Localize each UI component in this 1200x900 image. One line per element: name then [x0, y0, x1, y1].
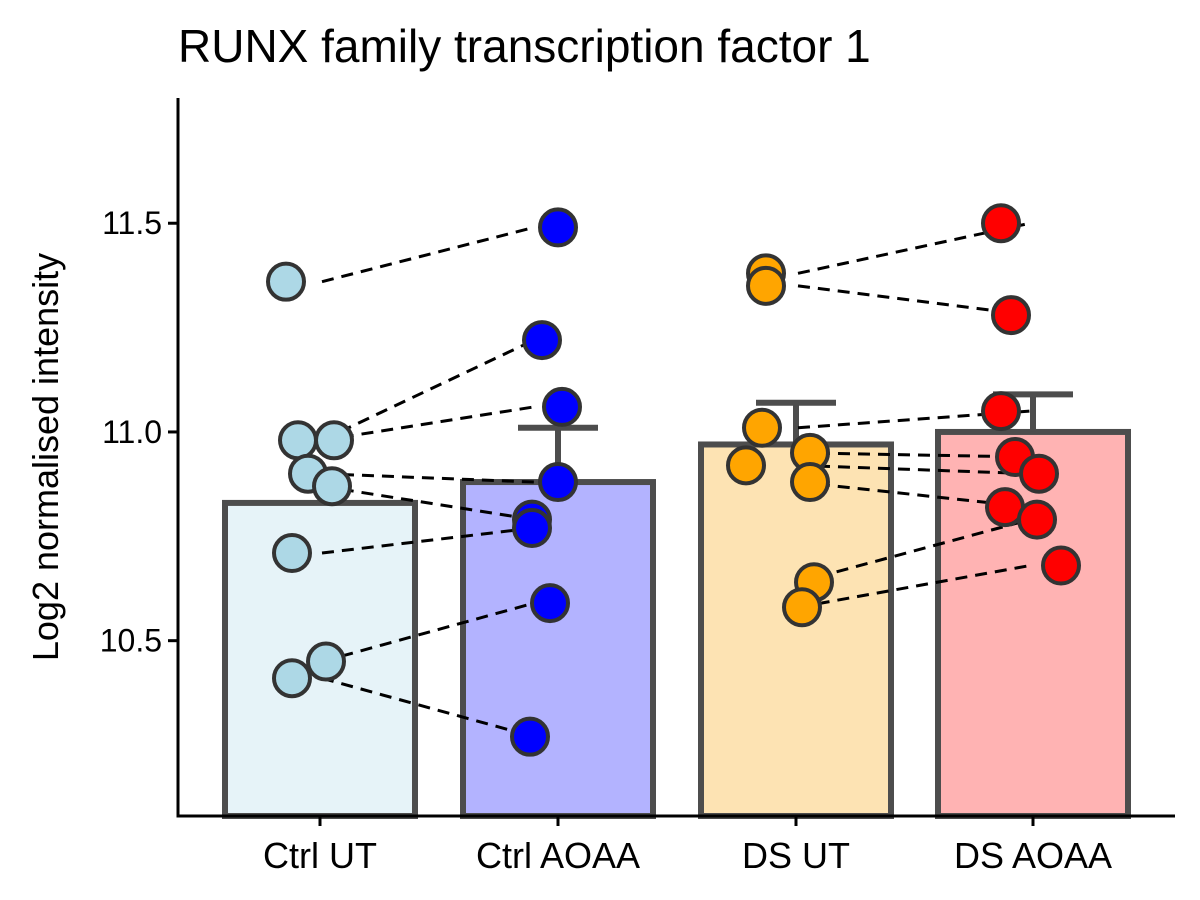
- x-tick-label-2: DS UT: [742, 835, 850, 876]
- point-1-6: [530, 583, 570, 624]
- pair-line-4: [321, 484, 535, 522]
- point-0-6: [272, 658, 312, 699]
- bars-layer: [222, 428, 1131, 819]
- pair-line-7: [321, 676, 535, 739]
- point-3-7: [1041, 545, 1081, 586]
- y-axis-label: Log2 normalised intensity: [25, 253, 66, 661]
- point-1-7: [510, 716, 550, 757]
- pair-line-6: [321, 601, 535, 663]
- bar-1: [460, 479, 656, 819]
- bar-2: [698, 441, 894, 819]
- point-3-0: [981, 203, 1021, 244]
- point-0-0: [266, 261, 306, 302]
- point-0-1: [278, 420, 318, 461]
- y-tick-label-0: 10.5: [100, 623, 162, 659]
- point-3-6: [1017, 499, 1057, 540]
- x-tick-label-3: DS AOAA: [954, 835, 1112, 876]
- point-1-0: [538, 207, 578, 248]
- point-2-4: [726, 445, 766, 486]
- point-0-4: [312, 466, 352, 507]
- points-layer: [266, 203, 1081, 757]
- point-1-1: [522, 320, 562, 361]
- point-3-4: [1019, 453, 1059, 494]
- point-2-2: [742, 407, 782, 448]
- point-2-7: [782, 587, 822, 628]
- axes-layer: 10.5 11.0 11.5 Ctrl UT Ctrl AOAA DS UT DS AOAA: [100, 98, 1175, 876]
- pair-lines-layer: [321, 221, 1031, 739]
- point-3-1: [991, 295, 1031, 336]
- y-tick-label-2: 11.5: [102, 205, 162, 241]
- point-2-5: [790, 462, 830, 503]
- point-1-2: [542, 386, 582, 427]
- point-2-1: [746, 265, 786, 306]
- x-tick-label-0: Ctrl UT: [263, 835, 377, 876]
- pair-line-1: [321, 338, 535, 442]
- point-1-5: [512, 507, 552, 548]
- point-1-3: [538, 462, 578, 503]
- point-0-5: [272, 533, 312, 574]
- pair-line-0: [321, 225, 535, 284]
- point-0-2: [314, 420, 354, 461]
- x-tick-label-1: Ctrl AOAA: [476, 835, 640, 876]
- pair-line-2: [321, 405, 535, 442]
- y-tick-label-1: 11.0: [102, 414, 162, 450]
- chart-title: RUNX family transcription factor 1: [178, 20, 871, 72]
- pair-line-3: [321, 472, 535, 484]
- pair-line-14: [797, 518, 1031, 584]
- point-3-2: [981, 391, 1021, 432]
- pair-line-5: [321, 526, 535, 555]
- point-0-7: [306, 641, 346, 682]
